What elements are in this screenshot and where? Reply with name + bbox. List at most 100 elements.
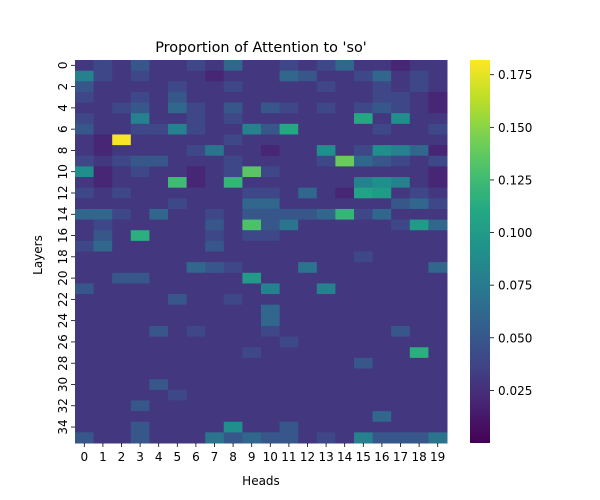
heatmap-cell bbox=[168, 336, 188, 348]
heatmap-cell bbox=[75, 432, 95, 444]
heatmap-cell bbox=[261, 379, 281, 391]
heatmap-cell bbox=[168, 187, 188, 199]
heatmap-cell bbox=[354, 240, 374, 252]
heatmap-cell bbox=[335, 389, 355, 401]
heatmap-cell bbox=[298, 91, 318, 104]
heatmap-cell bbox=[205, 70, 225, 82]
heatmap-cell bbox=[149, 240, 169, 252]
heatmap-cell bbox=[205, 91, 225, 104]
heatmap-cell bbox=[428, 102, 448, 114]
heatmap-cell bbox=[335, 400, 355, 412]
heatmap-cell bbox=[372, 113, 392, 125]
heatmap-cell bbox=[409, 325, 429, 338]
heatmap-cell bbox=[372, 102, 392, 114]
heatmap-cell bbox=[168, 389, 188, 401]
colorbar-ticks: 0.025 0.050 0.075 0.100 0.125 0.150 0.175 bbox=[490, 68, 532, 398]
x-tick-label: 16 bbox=[374, 450, 389, 464]
heatmap-cell bbox=[391, 134, 411, 146]
heatmap-cell bbox=[316, 60, 336, 72]
heatmap-cell bbox=[391, 60, 411, 72]
heatmap-cell bbox=[298, 198, 318, 210]
heatmap-cell bbox=[168, 400, 188, 412]
heatmap-cell bbox=[335, 315, 355, 327]
heatmap-cell bbox=[298, 389, 318, 401]
heatmap-cell bbox=[354, 91, 374, 104]
heatmap-cell bbox=[428, 294, 448, 306]
y-tick-label: 12 bbox=[56, 185, 70, 200]
x-tick-label: 5 bbox=[173, 450, 181, 464]
heatmap-cell bbox=[75, 283, 95, 295]
heatmap-cell bbox=[186, 177, 206, 189]
y-tick-label: 22 bbox=[56, 292, 70, 307]
heatmap-cell bbox=[75, 187, 95, 199]
heatmap-cell bbox=[335, 177, 355, 189]
heatmap-cell bbox=[186, 123, 206, 135]
heatmap-cell bbox=[93, 389, 113, 401]
heatmap-cell bbox=[186, 91, 206, 104]
heatmap-cell bbox=[149, 113, 169, 125]
heatmap-cell bbox=[372, 411, 392, 423]
heatmap-cell bbox=[391, 347, 411, 359]
heatmap-cell bbox=[130, 145, 150, 157]
heatmap-cell bbox=[112, 198, 132, 210]
heatmap-cell bbox=[205, 113, 225, 125]
heatmap-cell bbox=[186, 113, 206, 125]
heatmap-cell bbox=[130, 134, 150, 146]
heatmap-cell bbox=[205, 240, 225, 252]
heatmap-cell bbox=[223, 166, 243, 178]
heatmap-cell bbox=[428, 198, 448, 210]
x-axis-title: Heads bbox=[242, 474, 280, 488]
heatmap-cell bbox=[242, 91, 262, 104]
heatmap-cell bbox=[391, 411, 411, 423]
heatmap-cell bbox=[261, 272, 281, 284]
heatmap-cell bbox=[354, 304, 374, 316]
heatmap-cell bbox=[93, 113, 113, 125]
heatmap-cell bbox=[130, 283, 150, 295]
heatmap-cell bbox=[354, 81, 374, 93]
heatmap-cell bbox=[372, 325, 392, 338]
heatmap-cell bbox=[223, 379, 243, 391]
heatmap-cell bbox=[372, 421, 392, 433]
heatmap-cell bbox=[354, 208, 374, 221]
heatmap-cell bbox=[112, 60, 132, 72]
heatmap-cell bbox=[93, 240, 113, 252]
y-tick-label: 14 bbox=[56, 207, 70, 222]
heatmap-cell bbox=[354, 113, 374, 125]
heatmap-cell bbox=[130, 251, 150, 263]
heatmap-cell bbox=[168, 304, 188, 316]
heatmap-cell bbox=[186, 240, 206, 252]
heatmap-cell bbox=[391, 91, 411, 104]
heatmap-cell bbox=[205, 166, 225, 178]
heatmap-cell bbox=[93, 294, 113, 306]
heatmap-cell bbox=[428, 166, 448, 178]
heatmap-cell bbox=[335, 368, 355, 380]
heatmap-cell bbox=[149, 123, 169, 135]
heatmap-cell bbox=[130, 411, 150, 423]
heatmap-cell bbox=[168, 368, 188, 380]
heatmap-cell bbox=[354, 187, 374, 199]
heatmap-cell bbox=[75, 336, 95, 348]
heatmap-cell bbox=[75, 368, 95, 380]
heatmap-cell bbox=[298, 251, 318, 263]
x-tick-label: 17 bbox=[393, 450, 408, 464]
heatmap-cell bbox=[372, 60, 392, 72]
heatmap-cell bbox=[428, 208, 448, 221]
heatmap-cell bbox=[93, 272, 113, 284]
heatmap-cell bbox=[93, 91, 113, 104]
heatmap-cell bbox=[335, 81, 355, 93]
heatmap-cell bbox=[372, 230, 392, 242]
heatmap-cell bbox=[428, 230, 448, 242]
heatmap-cell bbox=[205, 411, 225, 423]
heatmap-cell bbox=[186, 251, 206, 263]
heatmap-cell bbox=[391, 400, 411, 412]
heatmap-cell bbox=[205, 177, 225, 189]
colorbar-tick-label: 0.150 bbox=[498, 121, 532, 135]
heatmap-cell bbox=[112, 91, 132, 104]
heatmap-cell bbox=[149, 411, 169, 423]
heatmap-cell bbox=[168, 411, 188, 423]
heatmap-cell bbox=[242, 177, 262, 189]
heatmap-cell bbox=[149, 219, 169, 231]
heatmap-cell bbox=[168, 325, 188, 338]
heatmap-cell bbox=[261, 102, 281, 114]
heatmap-cell bbox=[261, 177, 281, 189]
